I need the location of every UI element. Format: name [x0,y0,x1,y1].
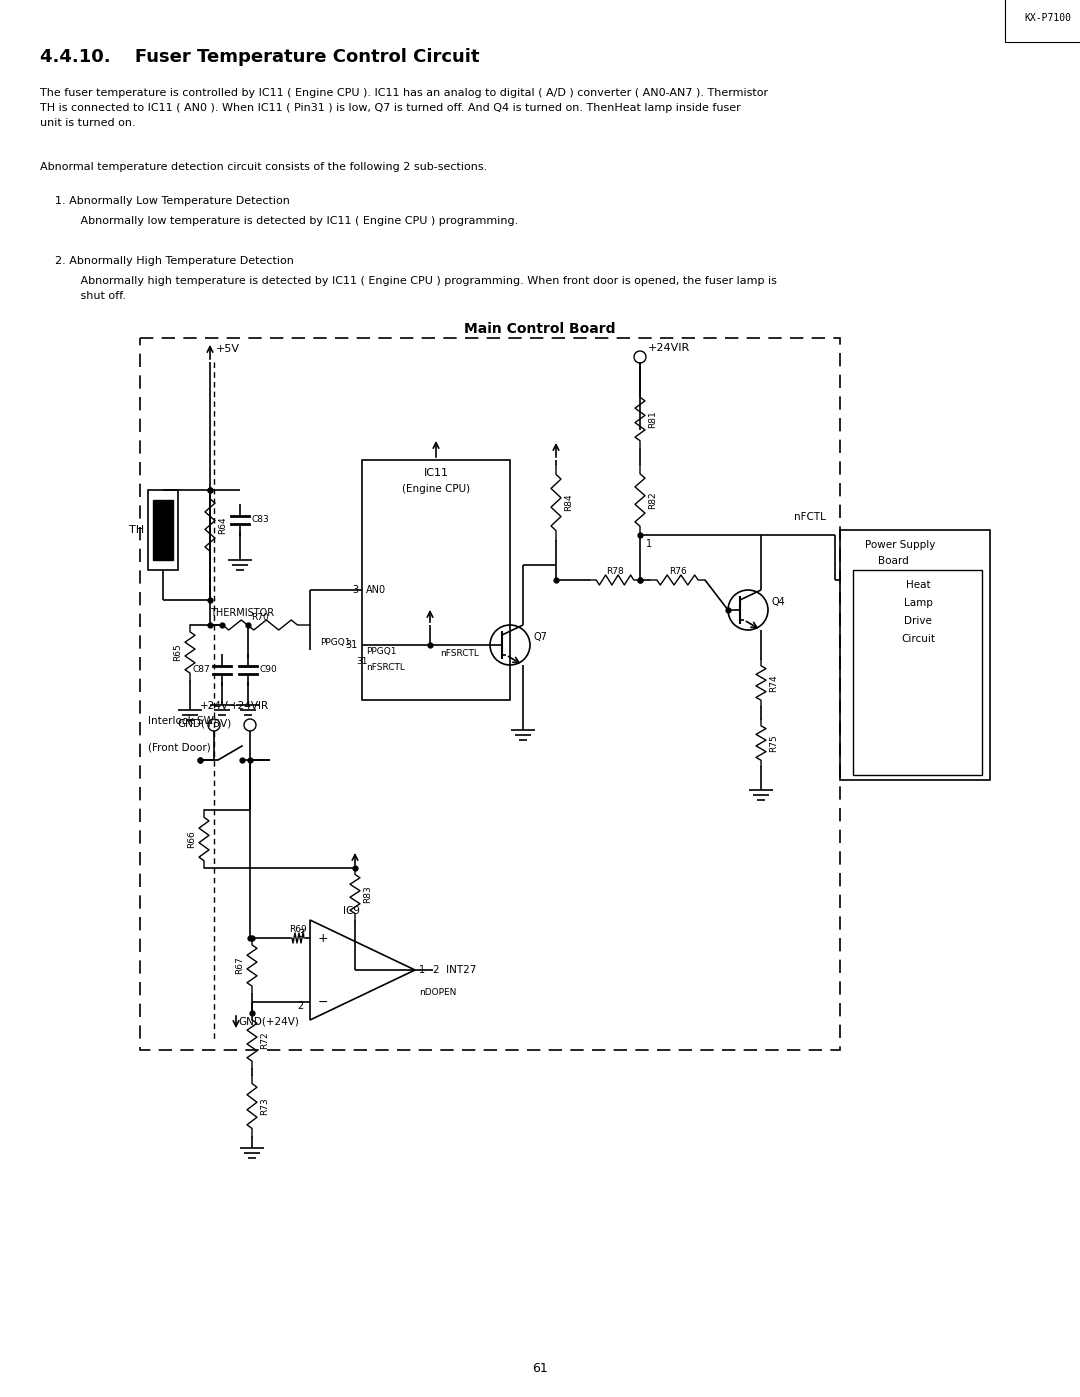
Text: R83: R83 [363,886,372,902]
Text: +24VIR: +24VIR [230,701,270,711]
Text: R64: R64 [218,515,227,534]
Text: R84: R84 [564,493,573,511]
Text: Main Control Board: Main Control Board [464,321,616,337]
Text: (Front Door): (Front Door) [148,742,211,752]
Text: 2  INT27: 2 INT27 [433,965,476,975]
Text: PPGQ1: PPGQ1 [320,638,351,647]
Text: THERMISTOR: THERMISTOR [210,608,274,617]
Text: GND(+24V): GND(+24V) [238,1017,299,1027]
Text: AN0: AN0 [366,585,387,595]
Text: +5V: +5V [216,344,240,353]
Text: Circuit: Circuit [901,634,935,644]
Text: 1: 1 [646,539,652,549]
Text: Power Supply: Power Supply [865,541,935,550]
Text: 1: 1 [419,965,426,975]
Text: R65: R65 [173,644,183,661]
Text: Q4: Q4 [772,597,786,608]
Text: nDOPEN: nDOPEN [419,988,457,997]
Text: 2. Abnormally High Temperature Detection: 2. Abnormally High Temperature Detection [55,256,294,265]
Text: 3: 3 [352,585,357,595]
Text: R81: R81 [648,411,657,427]
Text: Abnormal temperature detection circuit consists of the following 2 sub-sections.: Abnormal temperature detection circuit c… [40,162,487,172]
Text: Abnormally high temperature is detected by IC11 ( Engine CPU ) programming. When: Abnormally high temperature is detected … [70,277,777,300]
Text: R70: R70 [252,612,269,622]
Text: R72: R72 [260,1032,269,1049]
Text: nFCTL: nFCTL [794,511,826,522]
Text: +: + [318,932,328,944]
Text: 31: 31 [356,657,368,666]
Text: C87: C87 [192,665,210,675]
Text: (Engine CPU): (Engine CPU) [402,483,470,495]
Text: 2: 2 [298,1002,303,1011]
Text: R66: R66 [187,830,195,848]
Text: Abnormally low temperature is detected by IC11 ( Engine CPU ) programming.: Abnormally low temperature is detected b… [70,217,518,226]
Text: +24V: +24V [200,701,229,711]
Text: PPGQ1: PPGQ1 [366,647,396,657]
Text: Lamp: Lamp [904,598,932,608]
Text: The fuser temperature is controlled by IC11 ( Engine CPU ). IC11 has an analog t: The fuser temperature is controlled by I… [40,88,768,127]
Text: KX-P7100: KX-P7100 [1025,13,1071,22]
Text: R69: R69 [289,925,307,935]
Text: nFSRCTL: nFSRCTL [440,650,478,658]
Text: 31: 31 [346,640,357,650]
Polygon shape [153,500,173,560]
Text: C83: C83 [252,515,270,524]
Text: 61: 61 [532,1362,548,1375]
Text: R67: R67 [235,957,244,974]
Text: Q7: Q7 [534,631,548,643]
Text: R73: R73 [260,1097,269,1115]
Text: IC9: IC9 [343,907,361,916]
Text: 3: 3 [298,929,303,939]
Text: −: − [318,996,328,1009]
Text: 4.4.10.  Fuser Temperature Control Circuit: 4.4.10. Fuser Temperature Control Circui… [40,47,480,66]
Text: Interlock SW: Interlock SW [148,717,214,726]
Text: 1. Abnormally Low Temperature Detection: 1. Abnormally Low Temperature Detection [55,196,289,205]
Text: R76: R76 [669,567,687,577]
Text: nFSRCTL: nFSRCTL [366,664,405,672]
Text: R82: R82 [648,492,657,509]
Text: Board: Board [878,556,908,566]
Text: TH: TH [129,525,144,535]
Text: Drive: Drive [904,616,932,626]
Text: C90: C90 [260,665,278,675]
Text: +24VIR: +24VIR [648,344,690,353]
Text: Heat: Heat [906,580,930,590]
Text: R75: R75 [769,735,778,752]
Text: GND(+5V): GND(+5V) [178,718,232,728]
Text: R74: R74 [769,675,778,692]
Text: IC11: IC11 [423,468,448,478]
Text: R78: R78 [606,567,624,577]
